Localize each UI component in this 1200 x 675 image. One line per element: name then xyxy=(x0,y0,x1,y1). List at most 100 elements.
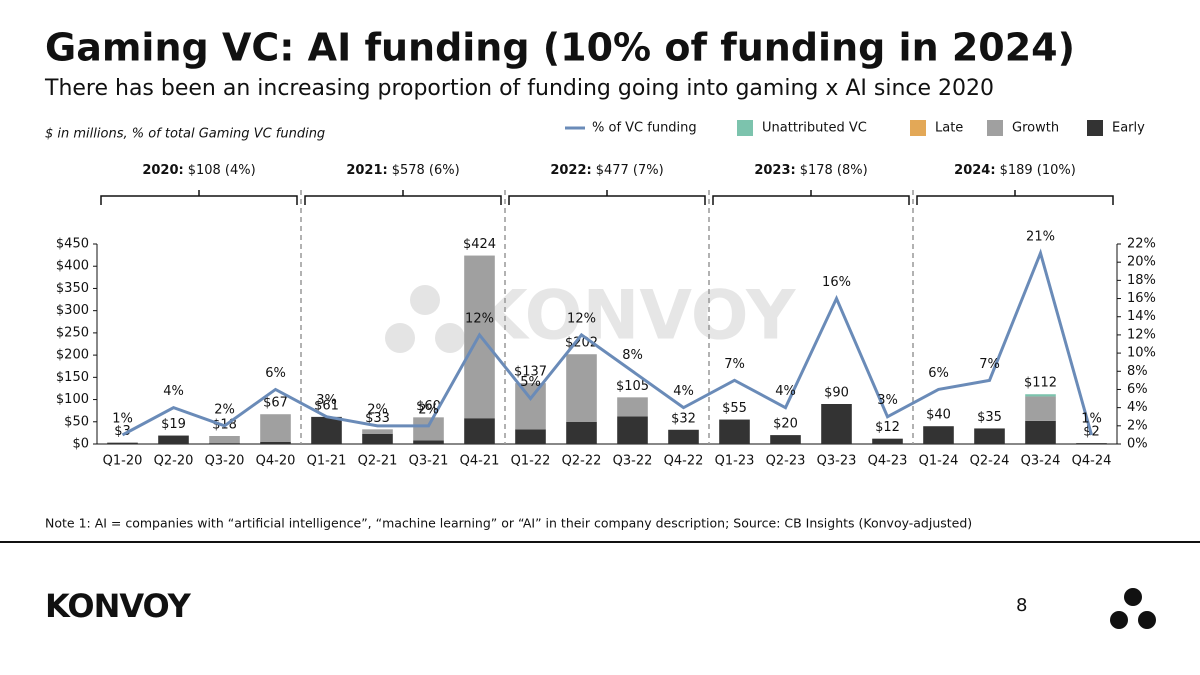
page-number: 8 xyxy=(1016,595,1027,616)
total-label: $67 xyxy=(263,396,288,411)
x-tick-label: Q2-24 xyxy=(970,454,1010,469)
y2-tick-label: 4% xyxy=(1127,400,1148,415)
bar-segment xyxy=(872,438,903,444)
pct-label: 4% xyxy=(673,384,694,399)
total-label: $33 xyxy=(365,411,390,426)
subtitle: There has been an increasing proportion … xyxy=(44,76,994,101)
bar-segment xyxy=(719,419,750,444)
y-tick-label: $450 xyxy=(56,237,89,252)
legend-swatch xyxy=(987,120,1003,136)
group-label: 2020: $108 (4%) xyxy=(142,163,255,178)
bar-segment xyxy=(362,433,393,444)
bar-segment xyxy=(362,429,393,434)
bar-segment xyxy=(413,417,444,441)
bar-segment xyxy=(209,443,240,444)
bar-segment xyxy=(260,441,291,444)
pct-label: 2% xyxy=(367,402,388,417)
pct-label: 4% xyxy=(163,384,184,399)
x-tick-label: Q3-24 xyxy=(1021,454,1061,469)
y2-tick-label: 6% xyxy=(1127,382,1148,397)
pct-label: 1% xyxy=(1081,411,1102,426)
y2-tick-label: 8% xyxy=(1127,364,1148,379)
group-label: 2022: $477 (7%) xyxy=(550,163,663,178)
total-label: $35 xyxy=(977,410,1002,425)
bar-segment xyxy=(821,404,852,444)
legend-label: Late xyxy=(935,121,963,136)
bar-segment xyxy=(923,426,954,444)
total-label: $12 xyxy=(875,420,900,435)
legend-swatch xyxy=(910,120,926,136)
group-summary: $178 (8%) xyxy=(800,163,868,178)
total-label: $61 xyxy=(314,398,339,413)
x-tick-label: Q4-24 xyxy=(1072,454,1112,469)
pct-label: 8% xyxy=(622,348,643,363)
pct-label: 3% xyxy=(877,393,898,408)
bar-segment xyxy=(107,442,138,444)
pct-label: 3% xyxy=(316,393,337,408)
y-tick-label: $100 xyxy=(56,392,89,407)
pct-label: 7% xyxy=(979,357,1000,372)
bar-segment xyxy=(311,416,342,444)
total-label: $424 xyxy=(463,237,496,252)
bar-segment xyxy=(464,418,495,444)
y2-tick-label: 14% xyxy=(1127,309,1156,324)
x-tick-label: Q1-24 xyxy=(919,454,959,469)
x-tick-label: Q4-20 xyxy=(256,454,296,469)
group-label: 2024: $189 (10%) xyxy=(954,163,1076,178)
bar-segment xyxy=(1025,420,1056,444)
x-tick-label: Q2-21 xyxy=(358,454,398,469)
x-tick-label: Q3-22 xyxy=(613,454,653,469)
group-summary: $189 (10%) xyxy=(1000,163,1076,178)
legend-swatch xyxy=(737,120,753,136)
x-tick-label: Q3-20 xyxy=(205,454,245,469)
group-year: 2020: xyxy=(142,163,183,178)
pct-label: 4% xyxy=(775,384,796,399)
group-summary: $108 (4%) xyxy=(188,163,256,178)
x-tick-label: Q4-22 xyxy=(664,454,704,469)
logo: KONVOY xyxy=(45,587,192,625)
y2-tick-label: 2% xyxy=(1127,418,1148,433)
y2-tick-label: 18% xyxy=(1127,273,1156,288)
y2-tick-label: 16% xyxy=(1127,291,1156,306)
total-label: $105 xyxy=(616,379,649,394)
pct-line xyxy=(121,248,1093,437)
x-tick-label: Q1-20 xyxy=(103,454,143,469)
x-tick-label: Q1-23 xyxy=(715,454,755,469)
group-label: 2021: $578 (6%) xyxy=(346,163,459,178)
x-tick-label: Q1-22 xyxy=(511,454,551,469)
group-bracket xyxy=(304,190,502,205)
total-label: $137 xyxy=(514,365,547,380)
bar-segment xyxy=(974,428,1005,444)
x-tick-label: Q4-23 xyxy=(868,454,908,469)
group-year: 2022: xyxy=(550,163,591,178)
pct-label: 1% xyxy=(112,411,133,426)
pct-label: 16% xyxy=(822,275,851,290)
legend-label: Unattributed VC xyxy=(762,121,867,136)
x-tick-label: Q1-21 xyxy=(307,454,347,469)
bar-segment xyxy=(617,397,648,417)
y-tick-label: $350 xyxy=(56,281,89,296)
y-tick-label: $400 xyxy=(56,259,89,274)
x-tick-label: Q4-21 xyxy=(460,454,500,469)
y2-tick-label: 20% xyxy=(1127,255,1156,270)
group-bracket xyxy=(508,190,706,205)
bar-segment xyxy=(413,440,444,444)
total-label: $19 xyxy=(161,417,186,432)
group-label: 2023: $178 (8%) xyxy=(754,163,867,178)
total-label: $90 xyxy=(824,386,849,401)
bar-segment xyxy=(515,383,546,430)
legend-label: % of VC funding xyxy=(592,121,697,136)
pct-label: 2% xyxy=(214,402,235,417)
y2-tick-label: 0% xyxy=(1127,437,1148,452)
y-tick-label: $0 xyxy=(72,437,89,452)
title: Gaming VC: AI funding (10% of funding in… xyxy=(45,26,1075,70)
y2-tick-label: 22% xyxy=(1127,237,1156,252)
x-tick-label: Q3-23 xyxy=(817,454,857,469)
pct-label: 2% xyxy=(418,402,439,417)
total-label: $32 xyxy=(671,411,696,426)
bar-segment xyxy=(209,436,240,444)
group-year: 2024: xyxy=(954,163,995,178)
pct-label: 6% xyxy=(265,366,286,381)
legend-label: Growth xyxy=(1012,121,1059,136)
y-tick-label: $250 xyxy=(56,325,89,340)
